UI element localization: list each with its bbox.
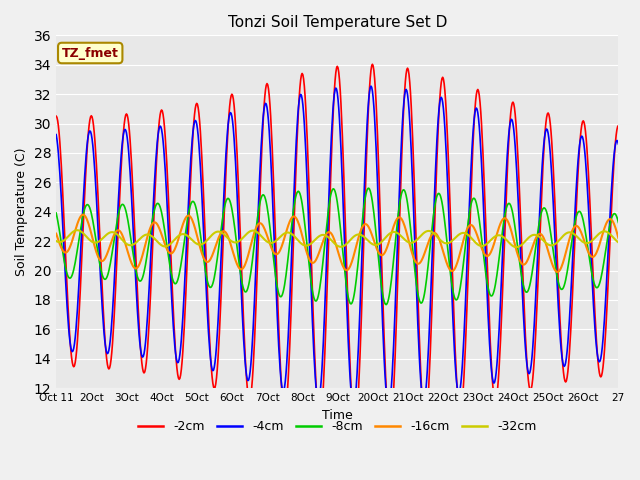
-32cm (130, 241, 138, 247)
-2cm (458, 404, 465, 409)
Line: -16cm: -16cm (56, 215, 618, 272)
-4cm (614, 141, 622, 147)
-16cm (457, 247, 465, 252)
-4cm (52, 132, 60, 137)
-8cm (511, 226, 519, 231)
-2cm (511, 111, 519, 117)
-16cm (554, 269, 561, 275)
-8cm (129, 251, 137, 257)
-4cm (129, 223, 137, 229)
Y-axis label: Soil Temperature (C): Soil Temperature (C) (15, 147, 28, 276)
-2cm (614, 123, 622, 129)
-32cm (513, 244, 520, 250)
-8cm (176, 268, 184, 274)
-16cm (61, 250, 68, 255)
-4cm (385, 403, 392, 409)
-32cm (74, 228, 81, 233)
-2cm (528, 382, 536, 388)
-8cm (61, 262, 68, 268)
X-axis label: Time: Time (322, 408, 353, 421)
-16cm (130, 264, 138, 270)
-16cm (511, 240, 518, 246)
-16cm (527, 248, 535, 253)
Line: -8cm: -8cm (56, 188, 618, 304)
-8cm (528, 271, 536, 276)
-8cm (383, 301, 390, 307)
-32cm (614, 240, 622, 245)
-2cm (61, 239, 68, 244)
Line: -4cm: -4cm (56, 86, 618, 406)
Title: Tonzi Soil Temperature Set D: Tonzi Soil Temperature Set D (228, 15, 447, 30)
-32cm (52, 238, 60, 244)
-16cm (52, 231, 60, 237)
-4cm (61, 265, 68, 271)
-32cm (177, 232, 184, 238)
-2cm (369, 61, 376, 67)
-32cm (61, 237, 68, 242)
-8cm (614, 219, 622, 225)
Text: TZ_fmet: TZ_fmet (62, 47, 118, 60)
Line: -32cm: -32cm (56, 230, 618, 247)
-4cm (511, 143, 519, 149)
-2cm (52, 113, 60, 119)
-2cm (176, 375, 184, 381)
-8cm (365, 185, 372, 191)
-4cm (458, 371, 465, 377)
-4cm (528, 354, 536, 360)
-16cm (177, 229, 184, 235)
-32cm (511, 244, 518, 250)
-4cm (176, 352, 184, 358)
-4cm (367, 83, 375, 89)
-16cm (79, 212, 87, 217)
-32cm (457, 230, 465, 236)
-32cm (528, 232, 536, 238)
-8cm (458, 275, 465, 280)
-2cm (129, 190, 137, 196)
-2cm (386, 425, 394, 431)
Legend: -2cm, -4cm, -8cm, -16cm, -32cm: -2cm, -4cm, -8cm, -16cm, -32cm (133, 415, 541, 438)
-16cm (614, 235, 622, 241)
Line: -2cm: -2cm (56, 64, 618, 428)
-8cm (52, 210, 60, 216)
